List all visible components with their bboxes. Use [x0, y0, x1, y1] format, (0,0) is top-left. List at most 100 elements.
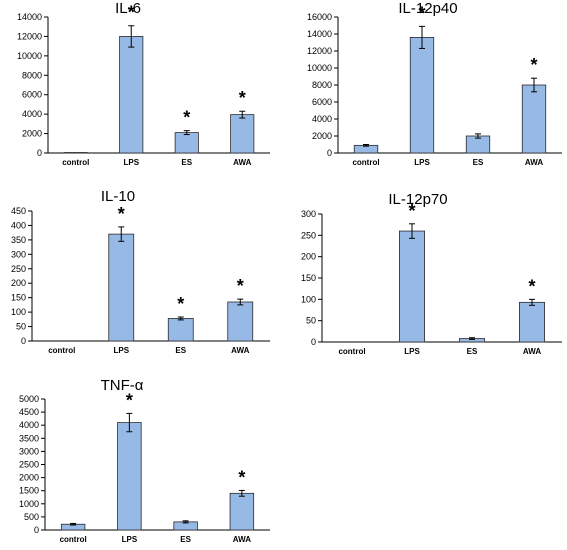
category-label: ES	[467, 347, 478, 356]
category-label: AWA	[525, 158, 543, 167]
y-tick-label: 450	[11, 206, 26, 216]
y-tick-label: 14000	[307, 29, 332, 39]
y-tick-label: 4000	[22, 109, 42, 119]
category-label: ES	[175, 346, 186, 355]
y-tick-label: 8000	[312, 80, 332, 90]
category-label: ES	[180, 535, 191, 544]
y-tick-label: 3000	[19, 446, 39, 456]
y-tick-label: 4000	[19, 420, 39, 430]
significance-star: *	[118, 204, 125, 224]
chart-il-10: IL-10 0 50 100 150 200 250 300 350 400 450 control *…	[11, 188, 270, 355]
significance-star: *	[238, 467, 245, 487]
y-tick-label: 1000	[19, 499, 39, 509]
y-tick-label: 3500	[19, 433, 39, 443]
y-tick-label: 2000	[312, 131, 332, 141]
category-label: LPS	[123, 158, 139, 167]
category-label: AWA	[231, 346, 249, 355]
y-tick-label: 10000	[17, 51, 42, 61]
y-tick-label: 4000	[312, 114, 332, 124]
significance-star: *	[183, 108, 190, 128]
y-tick-label: 350	[11, 235, 26, 245]
chart-il-12p40: IL-12p40 0 2000 4000 6000 8000 10000 12000 14000…	[307, 0, 562, 167]
chart-title: IL-12p40	[398, 0, 457, 17]
category-label: AWA	[233, 158, 251, 167]
y-tick-label: 50	[306, 316, 316, 326]
bar-es	[174, 132, 199, 154]
category-label: control	[62, 158, 89, 167]
bar-lps	[409, 37, 435, 154]
y-tick-label: 0	[21, 336, 26, 346]
y-tick-label: 150	[301, 273, 316, 283]
bar-lps	[117, 422, 142, 531]
chart-title: IL-6	[115, 0, 141, 17]
y-tick-label: 6000	[312, 97, 332, 107]
y-tick-label: 0	[34, 525, 39, 535]
chart-tnf: TNF-α 0 500 1000 1500 2000 2500 3000 3500 4000 450…	[19, 377, 270, 544]
chart-title: IL-12p70	[388, 191, 447, 208]
y-tick-label: 300	[301, 209, 316, 219]
y-tick-label: 50	[16, 322, 26, 332]
significance-star: *	[237, 276, 244, 296]
bar-es	[167, 318, 194, 342]
category-label: AWA	[233, 535, 251, 544]
bar-awa	[521, 84, 547, 154]
significance-star: *	[126, 390, 133, 410]
significance-star: *	[408, 201, 415, 221]
y-tick-label: 0	[311, 337, 316, 347]
y-tick-label: 200	[301, 252, 316, 262]
bar-awa	[519, 301, 546, 343]
y-tick-label: 2500	[19, 460, 39, 470]
significance-star: *	[128, 3, 135, 23]
significance-star: *	[239, 88, 246, 108]
category-label: LPS	[404, 347, 420, 356]
category-label: LPS	[122, 535, 138, 544]
bar-lps	[119, 36, 144, 154]
y-tick-label: 12000	[307, 46, 332, 56]
y-tick-label: 10000	[307, 63, 332, 73]
y-tick-label: 250	[11, 264, 26, 274]
y-tick-label: 250	[301, 230, 316, 240]
bar-awa	[227, 301, 254, 342]
chart-il-12p70: IL-12p70 0 50 100 150 200 250 300 control * LPS ES *…	[301, 191, 562, 356]
bar-awa	[229, 492, 255, 531]
y-tick-label: 2000	[19, 473, 39, 483]
y-tick-label: 8000	[22, 70, 42, 80]
y-tick-label: 100	[301, 294, 316, 304]
y-tick-label: 14000	[17, 12, 42, 22]
y-tick-label: 300	[11, 249, 26, 259]
significance-star: *	[177, 294, 184, 314]
significance-star: *	[528, 276, 535, 296]
significance-star: *	[530, 55, 537, 75]
y-tick-label: 6000	[22, 90, 42, 100]
bar-awa	[230, 114, 255, 154]
category-label: control	[338, 347, 365, 356]
category-label: control	[352, 158, 379, 167]
category-label: LPS	[414, 158, 430, 167]
y-tick-label: 400	[11, 220, 26, 230]
y-tick-label: 16000	[307, 12, 332, 22]
category-label: LPS	[113, 346, 129, 355]
category-label: ES	[473, 158, 484, 167]
chart-il-6: IL-6 0 2000 4000 6000 8000 10000 12000 14000 cont…	[17, 0, 270, 167]
y-tick-label: 5000	[19, 394, 39, 404]
chart-title: IL-10	[101, 188, 135, 205]
chart-title: TNF-α	[101, 377, 144, 394]
category-label: ES	[181, 158, 192, 167]
category-label: control	[48, 346, 75, 355]
y-tick-label: 4500	[19, 407, 39, 417]
y-tick-label: 1500	[19, 486, 39, 496]
y-tick-label: 500	[24, 512, 39, 522]
y-tick-label: 200	[11, 278, 26, 288]
y-tick-label: 12000	[17, 31, 42, 41]
y-tick-label: 0	[327, 148, 332, 158]
significance-star: *	[418, 3, 425, 23]
bar-lps	[398, 230, 425, 343]
y-tick-label: 0	[37, 148, 42, 158]
y-tick-label: 100	[11, 307, 26, 317]
category-label: AWA	[523, 347, 541, 356]
y-tick-label: 150	[11, 293, 26, 303]
bar-lps	[108, 233, 135, 342]
y-tick-label: 2000	[22, 129, 42, 139]
category-label: control	[60, 535, 87, 544]
